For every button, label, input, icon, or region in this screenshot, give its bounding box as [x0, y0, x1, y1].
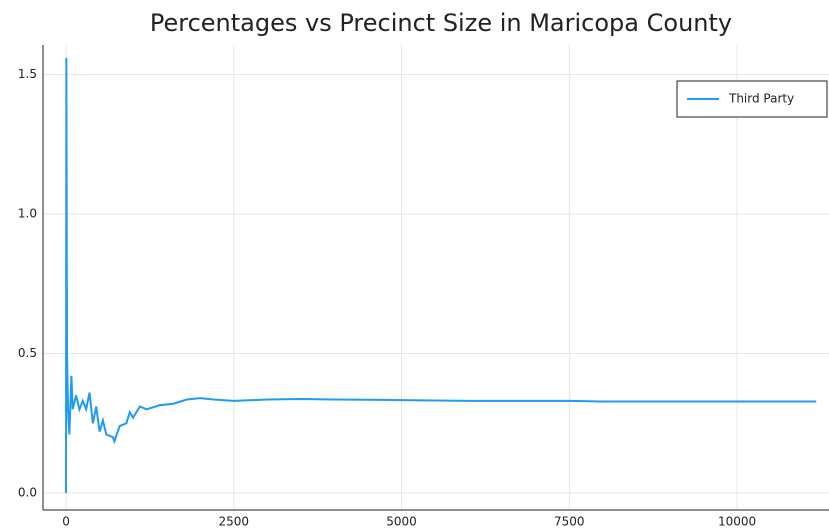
x-tick-label: 0 [62, 515, 70, 529]
y-tick-label: 0.5 [18, 346, 37, 360]
line [65, 57, 817, 493]
y-tick-label: 1.5 [18, 67, 37, 81]
x-tick-label: 7500 [554, 515, 585, 529]
y-tick-label: 0.0 [18, 485, 37, 499]
legend-label: Third Party [728, 92, 794, 106]
x-tick-label: 5000 [386, 515, 417, 529]
x-tick-label: 2500 [219, 515, 250, 529]
chart-title: Percentages vs Precinct Size in Maricopa… [150, 9, 732, 37]
y-tick-label: 1.0 [18, 207, 37, 221]
x-tick-label: 10000 [718, 515, 756, 529]
